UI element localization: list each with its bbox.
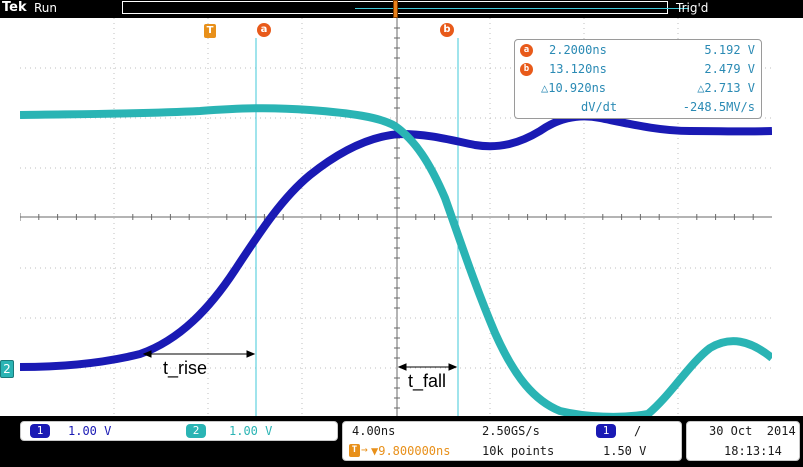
ch2-ground-label: 2 — [3, 362, 11, 376]
ch2-waveform — [19, 104, 775, 421]
timebase-scale: 4.00ns — [352, 424, 396, 438]
readout-b-volt: 2.479 V — [704, 62, 755, 76]
fall-arrow — [397, 363, 458, 371]
ch2-badge[interactable]: 2 — [186, 424, 206, 438]
cursor-a-handle[interactable]: a — [257, 23, 271, 37]
waveform-graticule — [19, 18, 775, 421]
fall-time-label: t_fall — [408, 371, 447, 392]
ch1-scale: 1.00 V — [68, 424, 112, 438]
readout-b-time: 13.120ns — [549, 62, 607, 76]
trigger-slope-icon: / — [634, 424, 642, 438]
readout-delta-volt: △2.713 V — [697, 81, 755, 95]
rise-time-label: t_rise — [163, 358, 208, 378]
date: 30 Oct 2014 — [709, 424, 796, 438]
timebase-box[interactable]: 4.00ns 2.50GS/s T → ▼9.800000ns 10k poin… — [342, 421, 682, 461]
horizontal-position: ▼9.800000ns — [371, 444, 451, 458]
readout-row-b: b 13.120ns 2.479 V — [520, 62, 755, 78]
cursor-b-label: b — [443, 24, 451, 35]
ch1-badge[interactable]: 1 — [30, 424, 50, 438]
datetime-box: 30 Oct 2014 18:13:14 — [686, 421, 800, 461]
right-margin — [761, 18, 803, 416]
readout-a-time: 2.2000ns — [549, 43, 607, 57]
center-axes — [20, 18, 772, 416]
ch1-waveform — [19, 112, 773, 371]
trigger-status: Trig'd — [676, 1, 709, 15]
record-overview-bar[interactable] — [122, 0, 689, 18]
bottom-status-bar: 1 1.00 V 2 1.00 V 4.00ns 2.50GS/s T → ▼9… — [0, 418, 803, 467]
trigger-source-badge[interactable]: 1 — [596, 424, 616, 438]
brand-logo: Tek — [2, 0, 27, 15]
trigger-marker-label: T — [206, 25, 214, 36]
trigger-level: 1.50 V — [603, 444, 647, 458]
channel-offset-markers: 2 — [0, 18, 20, 416]
readout-a-volt: 5.192 V — [704, 43, 755, 57]
time: 18:13:14 — [724, 444, 782, 458]
channel-scale-box[interactable]: 1 1.00 V 2 1.00 V — [20, 421, 338, 441]
horizontal-arrow-icon: → — [361, 443, 368, 456]
ch2-ground-marker[interactable]: 2 — [0, 360, 14, 378]
trigger-position-badge-icon: T — [349, 444, 360, 457]
run-status: Run — [34, 1, 58, 15]
cursor-readout-panel: a 2.2000ns 5.192 V b 13.120ns 2.479 V △1… — [514, 39, 762, 119]
readout-row-delta: △10.920ns △2.713 V — [541, 81, 755, 97]
grid-lines — [20, 18, 772, 416]
record-view-window — [355, 8, 689, 9]
readout-a-icon: a — [520, 44, 533, 57]
readout-dvdt-label: dV/dt — [581, 100, 618, 114]
sample-rate: 2.50GS/s — [482, 424, 540, 438]
trigger-marker-icon: T — [204, 24, 216, 38]
readout-row-a: a 2.2000ns 5.192 V — [520, 43, 755, 59]
ch2-scale: 1.00 V — [229, 424, 273, 438]
readout-delta-time: △10.920ns — [541, 81, 607, 95]
cursor-a-label: a — [260, 24, 268, 35]
record-length: 10k points — [482, 444, 555, 458]
trigger-position-icon — [393, 0, 398, 18]
readout-dvdt-value: -248.5MV/s — [682, 100, 755, 114]
readout-row-dvdt: dV/dt -248.5MV/s — [541, 100, 755, 116]
cursor-b-handle[interactable]: b — [440, 23, 454, 37]
readout-b-icon: b — [520, 63, 533, 76]
waveform-display[interactable]: T a b a 2.2000ns 5.192 V b 13.120ns 2.47… — [19, 18, 775, 421]
rise-arrow — [142, 350, 256, 358]
status-bar: Tek Run Trig'd — [0, 0, 803, 18]
